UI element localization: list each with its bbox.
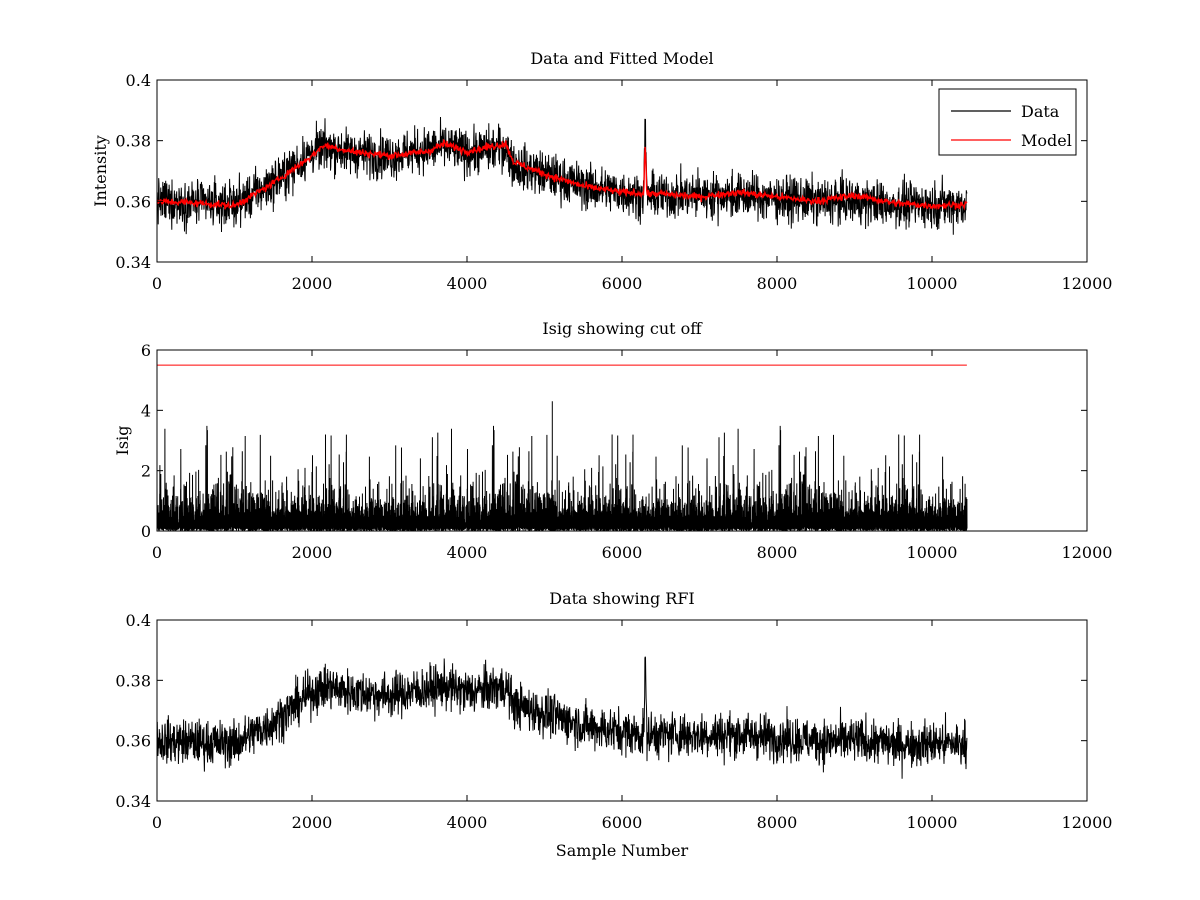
y-tick-label: 4 [141, 401, 151, 420]
y-tick-label: 0.36 [115, 732, 151, 751]
x-tick-label: 10000 [907, 274, 958, 293]
plot-area [157, 116, 968, 235]
subplot-2: 0 2000 4000 6000 8000 10000 12000 0 2 4 6 Isig show… [113, 319, 1112, 562]
x-tick-label: 6000 [602, 274, 643, 293]
y-tick-label: 0.36 [115, 192, 151, 211]
axes-box [156, 349, 1088, 532]
x-tick-label: 10000 [907, 813, 958, 832]
legend-box [938, 88, 1077, 156]
y-tick-label: 0.4 [126, 71, 151, 90]
x-tick-label: 6000 [602, 543, 643, 562]
legend-label: Data [1021, 102, 1060, 121]
x-tick-label: 10000 [907, 543, 958, 562]
x-tick-label: 0 [152, 813, 162, 832]
x-tick-label: 2000 [292, 543, 333, 562]
x-axis-label: Sample Number [556, 841, 689, 860]
y-tick-label: 0.34 [115, 792, 151, 811]
y-axis-label: Isig [113, 426, 132, 456]
x-tick-label: 8000 [757, 543, 798, 562]
x-tick-label: 0 [152, 274, 162, 293]
x-tick-label: 2000 [292, 813, 333, 832]
subplot-3: 0 2000 4000 6000 8000 10000 12000 0.34 0.36 0.38 0… [115, 589, 1112, 860]
x-tick-label: 4000 [447, 274, 488, 293]
legend-label: Model [1021, 131, 1072, 150]
subplot-1: 0 2000 4000 6000 8000 10000 12000 0.34 0.36 0.38 0… [91, 49, 1112, 293]
plot-area [157, 656, 968, 779]
chart-title: Data showing RFI [549, 589, 694, 608]
series-isig-line [157, 401, 968, 531]
axes-box [156, 619, 1088, 802]
x-tick-label: 12000 [1062, 813, 1113, 832]
x-tick-label: 4000 [447, 543, 488, 562]
y-tick-label: 0.38 [115, 671, 151, 690]
y-tick-label: 0.4 [126, 611, 151, 630]
x-tick-label: 12000 [1062, 543, 1113, 562]
plot-area [157, 364, 968, 531]
series-data-line [157, 656, 968, 779]
legend: Data Model [938, 88, 1077, 156]
x-tick-label: 12000 [1062, 274, 1113, 293]
series-data-line [157, 116, 968, 235]
y-tick-label: 0.38 [115, 132, 151, 151]
x-tick-label: 0 [152, 543, 162, 562]
chart-title: Data and Fitted Model [530, 49, 713, 68]
y-tick-label: 2 [141, 462, 151, 481]
y-tick-label: 0 [141, 522, 151, 541]
y-axis-label: Intensity [91, 135, 110, 207]
x-tick-label: 2000 [292, 274, 333, 293]
x-tick-label: 8000 [757, 813, 798, 832]
series-model-line [157, 138, 968, 211]
y-tick-label: 6 [141, 341, 151, 360]
y-tick-label: 0.34 [115, 253, 151, 272]
x-tick-label: 4000 [447, 813, 488, 832]
x-tick-label: 8000 [757, 274, 798, 293]
chart-title: Isig showing cut off [542, 319, 703, 338]
x-tick-label: 6000 [602, 813, 643, 832]
